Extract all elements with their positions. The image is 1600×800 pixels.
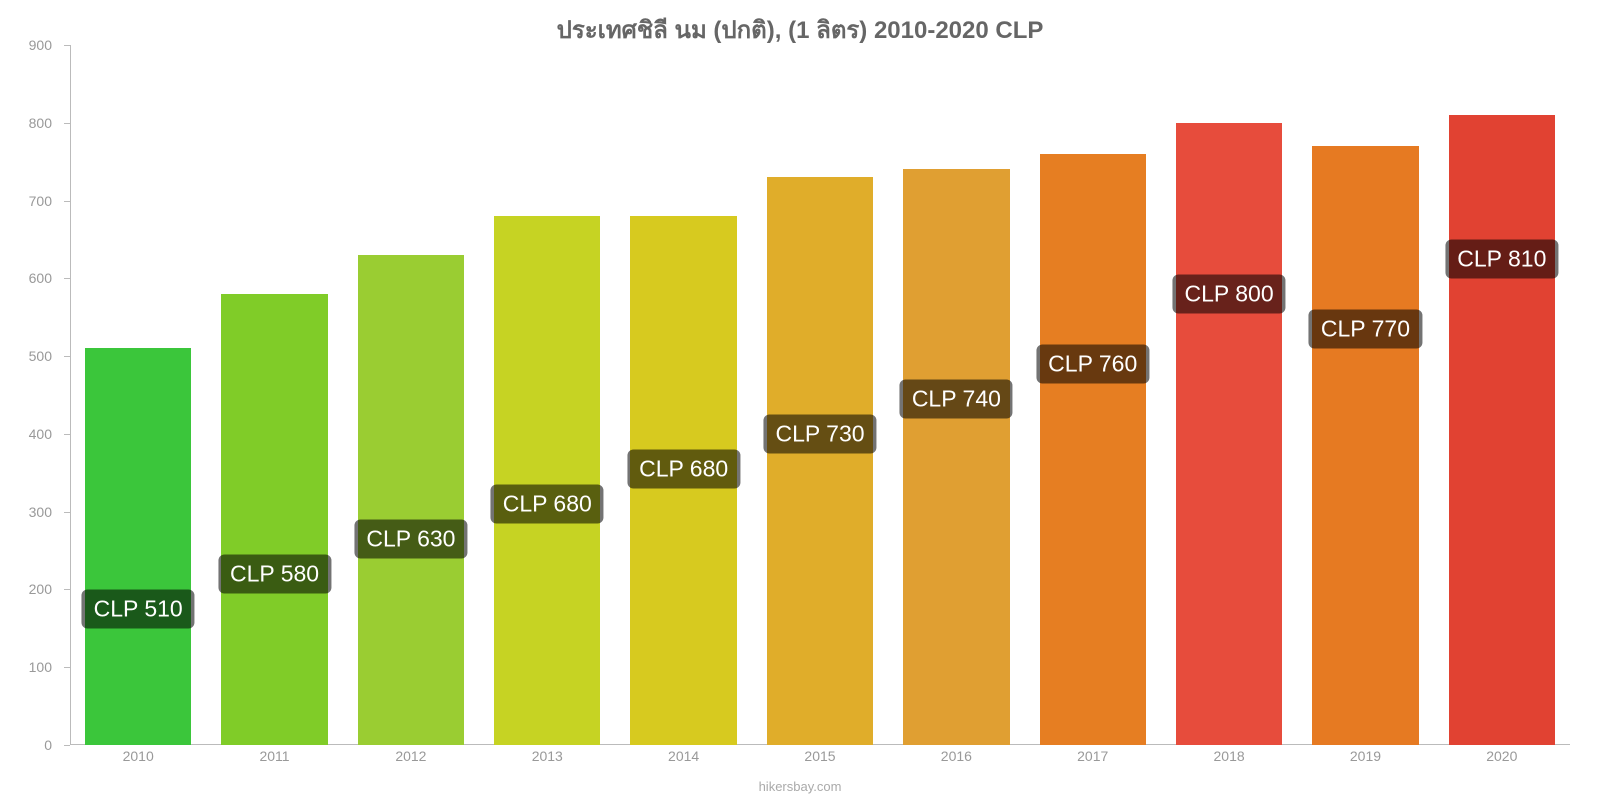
y-tick-mark (64, 589, 70, 590)
data-label: CLP 680 (491, 484, 604, 523)
y-tick-label: 100 (29, 659, 52, 675)
x-tick-label: 2016 (941, 748, 972, 764)
bar (1176, 123, 1282, 745)
data-label: CLP 630 (354, 519, 467, 558)
y-tick-mark (64, 123, 70, 124)
y-tick-mark (64, 45, 70, 46)
x-tick-label: 2012 (395, 748, 426, 764)
y-tick-label: 400 (29, 426, 52, 442)
y-tick-mark (64, 278, 70, 279)
y-tick-mark (64, 512, 70, 513)
y-tick-label: 200 (29, 581, 52, 597)
x-tick-label: 2019 (1350, 748, 1381, 764)
y-tick-label: 800 (29, 115, 52, 131)
bar (221, 294, 327, 745)
chart-title: ประเทศชิลี นม (ปกติ), (1 ลิตร) 2010-2020… (0, 0, 1600, 49)
data-label: CLP 510 (82, 589, 195, 628)
bar (85, 348, 191, 745)
y-axis: 0100200300400500600700800900 (0, 45, 60, 745)
bar (494, 216, 600, 745)
x-tick-label: 2018 (1214, 748, 1245, 764)
x-tick-label: 2013 (532, 748, 563, 764)
y-tick-label: 300 (29, 504, 52, 520)
bar (1312, 146, 1418, 745)
chart-container: ประเทศชิลี นม (ปกติ), (1 ลิตร) 2010-2020… (0, 0, 1600, 800)
data-label: CLP 740 (900, 379, 1013, 418)
y-tick-label: 0 (44, 737, 52, 753)
plot-area: CLP 510 CLP 580 CLP 630 CLP 680 CLP 680 CLP 7… (70, 45, 1570, 745)
y-tick-mark (64, 356, 70, 357)
data-label: CLP 730 (763, 414, 876, 453)
y-tick-mark (64, 201, 70, 202)
y-tick-label: 700 (29, 193, 52, 209)
y-tick-mark (64, 745, 70, 746)
y-tick-label: 900 (29, 37, 52, 53)
bar (903, 169, 1009, 745)
x-axis: 2010 2011 2012 2013 2014 2015 2016 2017 2018 2019… (70, 748, 1570, 772)
x-tick-label: 2020 (1486, 748, 1517, 764)
x-tick-label: 2015 (804, 748, 835, 764)
y-tick-mark (64, 667, 70, 668)
x-tick-label: 2010 (123, 748, 154, 764)
bar (358, 255, 464, 745)
attribution-text: hikersbay.com (759, 779, 842, 794)
bar (767, 177, 873, 745)
bar (1449, 115, 1555, 745)
bars-group (70, 45, 1570, 745)
y-tick-mark (64, 434, 70, 435)
x-tick-label: 2014 (668, 748, 699, 764)
data-label: CLP 800 (1173, 274, 1286, 313)
y-tick-label: 600 (29, 270, 52, 286)
data-label: CLP 810 (1445, 239, 1558, 278)
bar (1040, 154, 1146, 745)
x-tick-label: 2011 (259, 748, 289, 764)
x-tick-label: 2017 (1077, 748, 1108, 764)
data-label: CLP 770 (1309, 309, 1422, 348)
data-label: CLP 760 (1036, 344, 1149, 383)
data-label: CLP 580 (218, 554, 331, 593)
y-tick-label: 500 (29, 348, 52, 364)
data-label: CLP 680 (627, 449, 740, 488)
